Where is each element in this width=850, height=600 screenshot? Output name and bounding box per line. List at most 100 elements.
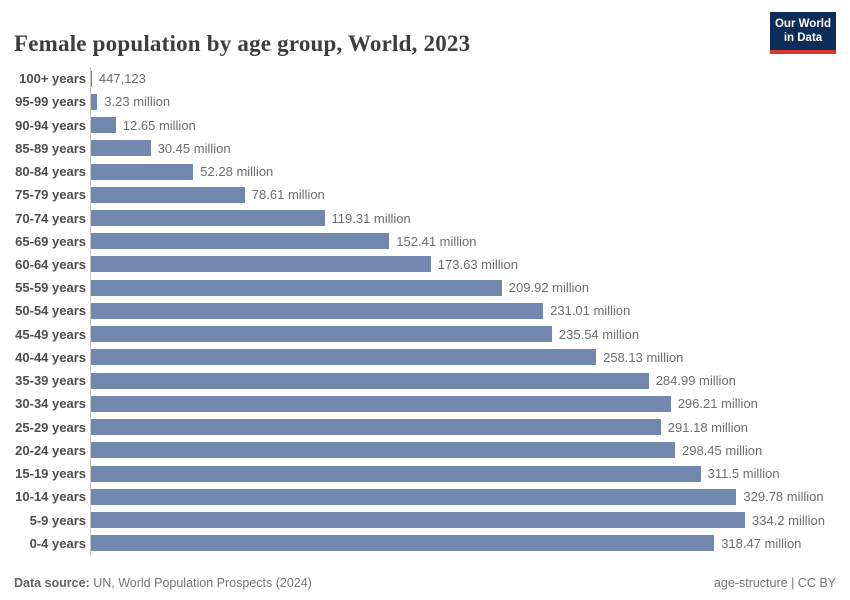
chart-row: 65-69 years 152.41 million (0, 229, 850, 253)
age-group-label: 10-14 years (15, 489, 86, 505)
value-label: 296.21 million (677, 396, 758, 412)
age-group-label: 85-89 years (15, 140, 86, 156)
population-bar[interactable] (91, 372, 649, 389)
bar-track: 119.31 million (90, 206, 850, 230)
age-group-label: 40-44 years (15, 349, 86, 365)
owid-logo-line1: Our World (774, 17, 831, 30)
value-label: 12.65 million (122, 117, 196, 133)
population-bar[interactable] (91, 302, 544, 319)
population-bar[interactable] (91, 535, 715, 552)
age-group-label: 50-54 years (15, 303, 86, 319)
population-bar[interactable] (91, 256, 431, 273)
population-bar[interactable] (91, 233, 390, 250)
data-source-value: UN, World Population Prospects (2024) (93, 576, 312, 590)
value-label: 284.99 million (655, 373, 736, 389)
value-label: 447,123 (98, 71, 146, 87)
value-label: 311.5 million (707, 466, 780, 482)
value-label: 3.23 million (104, 94, 171, 110)
age-group-label: 80-84 years (15, 164, 86, 180)
age-group-label: 60-64 years (15, 256, 86, 272)
bar-track: 298.45 million (90, 438, 850, 462)
chart-row: 95-99 years 3.23 million (0, 90, 850, 114)
age-group-label: 65-69 years (15, 233, 86, 249)
population-bar[interactable] (91, 442, 675, 459)
footer-license-link[interactable]: age-structure | CC BY (713, 576, 836, 590)
chart-row: 75-79 years 78.61 million (0, 183, 850, 207)
bar-track: 318.47 million (90, 531, 850, 555)
bar-track: 258.13 million (90, 345, 850, 370)
chart-row: 70-74 years 119.31 million (0, 206, 850, 230)
value-label: 258.13 million (603, 349, 684, 365)
value-label: 235.54 million (558, 326, 640, 342)
population-bar[interactable] (91, 117, 116, 134)
bar-track: 78.61 million (90, 183, 850, 207)
bar-track: 311.5 million (90, 461, 850, 486)
value-label: 329.78 million (743, 489, 824, 505)
population-bar[interactable] (91, 465, 701, 482)
chart-row: 100+ years 447,123 (0, 67, 850, 91)
age-group-label: 100+ years (19, 71, 86, 87)
population-bar[interactable] (91, 279, 502, 296)
value-label: 52.28 million (200, 164, 274, 180)
bar-track: 231.01 million (90, 299, 850, 323)
chart-footer: Data source: UN, World Population Prospe… (14, 576, 836, 590)
bar-track: 12.65 million (90, 113, 850, 137)
age-group-label: 35-39 years (15, 373, 86, 389)
population-bar[interactable] (91, 488, 737, 505)
chart-row: 90-94 years 12.65 million (0, 113, 850, 137)
bar-track: 334.2 million (90, 508, 850, 532)
value-label: 119.31 million (331, 210, 411, 226)
population-bar[interactable] (91, 70, 92, 87)
value-label: 173.63 million (437, 256, 519, 272)
population-bar[interactable] (91, 395, 671, 412)
age-group-label: 55-59 years (15, 280, 86, 296)
value-label: 318.47 million (721, 535, 802, 551)
bar-track: 447,123 (90, 67, 850, 91)
population-bar[interactable] (91, 349, 597, 366)
owid-logo-line2: in Data (783, 32, 823, 44)
value-label: 231.01 million (550, 303, 631, 319)
bar-track: 52.28 million (90, 159, 850, 184)
population-bar[interactable] (91, 512, 745, 529)
bar-track: 235.54 million (90, 322, 850, 346)
owid-logo[interactable]: Our World in Data (770, 12, 836, 54)
chart-row: 45-49 years 235.54 million (0, 322, 850, 346)
value-label: 298.45 million (682, 442, 763, 458)
age-group-label: 15-19 years (15, 466, 86, 482)
bar-chart: 100+ years 447,123 95-99 years 3.23 million… (0, 67, 850, 555)
bar-track: 284.99 million (90, 369, 850, 393)
chart-row: 30-34 years 296.21 million (0, 392, 850, 416)
data-source-label: Data source: (14, 576, 90, 590)
age-group-label: 90-94 years (15, 117, 86, 133)
age-group-label: 20-24 years (15, 442, 86, 458)
age-group-label: 30-34 years (15, 396, 86, 412)
population-bar[interactable] (91, 326, 552, 343)
chart-row: 35-39 years 284.99 million (0, 369, 850, 393)
age-group-label: 5-9 years (29, 512, 86, 528)
age-group-label: 70-74 years (15, 210, 86, 226)
page-title: Female population by age group, World, 2… (14, 31, 471, 57)
bar-track: 209.92 million (90, 276, 850, 300)
value-label: 334.2 million (752, 512, 825, 528)
bar-track: 296.21 million (90, 392, 850, 416)
chart-row: 50-54 years 231.01 million (0, 299, 850, 323)
bar-track: 291.18 million (90, 415, 850, 439)
population-bar[interactable] (91, 140, 151, 157)
age-group-label: 0-4 years (29, 535, 86, 551)
population-bar[interactable] (91, 419, 661, 436)
age-group-label: 95-99 years (15, 94, 86, 110)
population-bar[interactable] (91, 163, 194, 180)
bar-track: 152.41 million (90, 229, 850, 253)
population-bar[interactable] (91, 210, 325, 227)
age-group-label: 45-49 years (15, 326, 86, 342)
chart-row: 25-29 years 291.18 million (0, 415, 850, 439)
population-bar[interactable] (91, 93, 98, 110)
bar-track: 30.45 million (90, 136, 850, 160)
population-bar[interactable] (91, 186, 245, 203)
chart-row: 10-14 years 329.78 million (0, 485, 850, 509)
chart-row: 60-64 years 173.63 million (0, 252, 850, 277)
bar-track: 3.23 million (90, 90, 850, 114)
age-group-label: 75-79 years (15, 187, 86, 203)
chart-row: 15-19 years 311.5 million (0, 461, 850, 486)
